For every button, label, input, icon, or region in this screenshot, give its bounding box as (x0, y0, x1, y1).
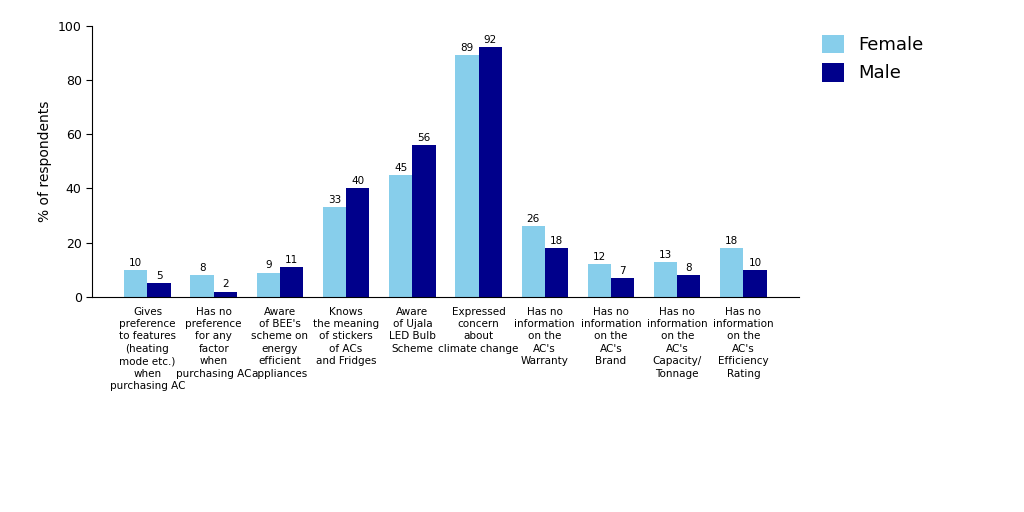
Text: 18: 18 (550, 236, 563, 246)
Bar (456, 55, 478, 297)
Text: 7: 7 (620, 266, 626, 276)
Bar (413, 145, 435, 297)
Text: 13: 13 (659, 249, 672, 260)
Bar (478, 47, 502, 297)
Text: 89: 89 (461, 44, 473, 53)
Text: 10: 10 (129, 258, 142, 268)
Text: 10: 10 (749, 258, 762, 268)
Bar (521, 226, 545, 297)
Bar (147, 284, 171, 297)
Text: 11: 11 (285, 255, 298, 265)
Text: 45: 45 (394, 163, 408, 173)
Bar (677, 275, 700, 297)
Bar (743, 270, 767, 297)
Bar (280, 267, 303, 297)
Bar (545, 248, 568, 297)
Text: 8: 8 (199, 263, 206, 273)
Bar (323, 207, 346, 297)
Bar (190, 275, 214, 297)
Bar (654, 262, 677, 297)
Bar (389, 175, 413, 297)
Text: 2: 2 (222, 280, 228, 289)
Text: 12: 12 (593, 252, 606, 262)
Y-axis label: % of respondents: % of respondents (38, 100, 52, 222)
Bar (346, 188, 370, 297)
Text: 26: 26 (526, 214, 540, 224)
Bar (257, 272, 280, 297)
Text: 5: 5 (156, 271, 163, 281)
Bar (611, 278, 634, 297)
Text: 33: 33 (328, 195, 341, 205)
Text: 56: 56 (418, 133, 430, 143)
Text: 8: 8 (685, 263, 692, 273)
Bar (588, 264, 611, 297)
Bar (214, 291, 237, 297)
Text: 40: 40 (351, 176, 365, 186)
Bar (720, 248, 743, 297)
Bar (124, 270, 147, 297)
Text: 9: 9 (265, 261, 271, 270)
Text: 92: 92 (483, 35, 497, 45)
Legend: Female, Male: Female, Male (822, 35, 924, 82)
Text: 18: 18 (725, 236, 738, 246)
